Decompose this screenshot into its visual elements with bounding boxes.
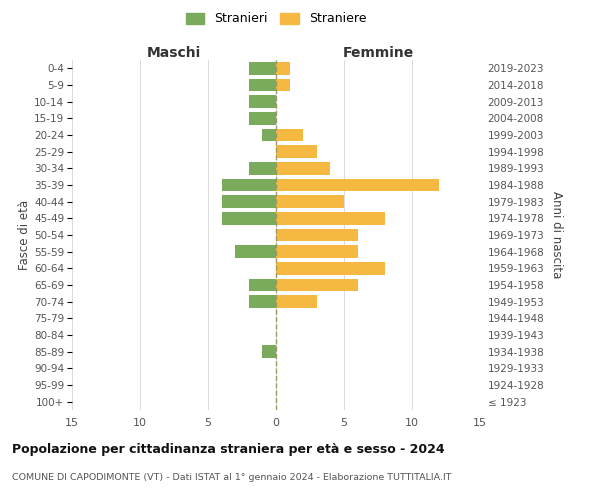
Bar — [262, 346, 276, 358]
Text: COMUNE DI CAPODIMONTE (VT) - Dati ISTAT al 1° gennaio 2024 - Elaborazione TUTTIT: COMUNE DI CAPODIMONTE (VT) - Dati ISTAT … — [12, 472, 452, 482]
Text: Femmine: Femmine — [343, 46, 413, 60]
Bar — [276, 246, 358, 258]
Bar — [276, 229, 358, 241]
Bar — [276, 296, 317, 308]
Bar — [249, 296, 276, 308]
Bar — [276, 179, 439, 192]
Bar — [276, 212, 385, 224]
Legend: Stranieri, Straniere: Stranieri, Straniere — [182, 8, 370, 29]
Y-axis label: Anni di nascita: Anni di nascita — [550, 192, 563, 278]
Bar — [249, 112, 276, 124]
Y-axis label: Fasce di età: Fasce di età — [19, 200, 31, 270]
Bar — [276, 162, 331, 174]
Bar — [249, 162, 276, 174]
Bar — [221, 179, 276, 192]
Bar — [276, 129, 303, 141]
Text: Popolazione per cittadinanza straniera per età e sesso - 2024: Popolazione per cittadinanza straniera p… — [12, 442, 445, 456]
Bar — [276, 146, 317, 158]
Bar — [235, 246, 276, 258]
Bar — [276, 62, 290, 74]
Bar — [221, 212, 276, 224]
Bar — [262, 129, 276, 141]
Bar — [276, 79, 290, 92]
Bar — [249, 96, 276, 108]
Bar — [249, 62, 276, 74]
Bar — [249, 79, 276, 92]
Bar — [221, 196, 276, 208]
Bar — [249, 279, 276, 291]
Text: Maschi: Maschi — [147, 46, 201, 60]
Bar — [276, 262, 385, 274]
Bar — [276, 196, 344, 208]
Bar — [276, 279, 358, 291]
